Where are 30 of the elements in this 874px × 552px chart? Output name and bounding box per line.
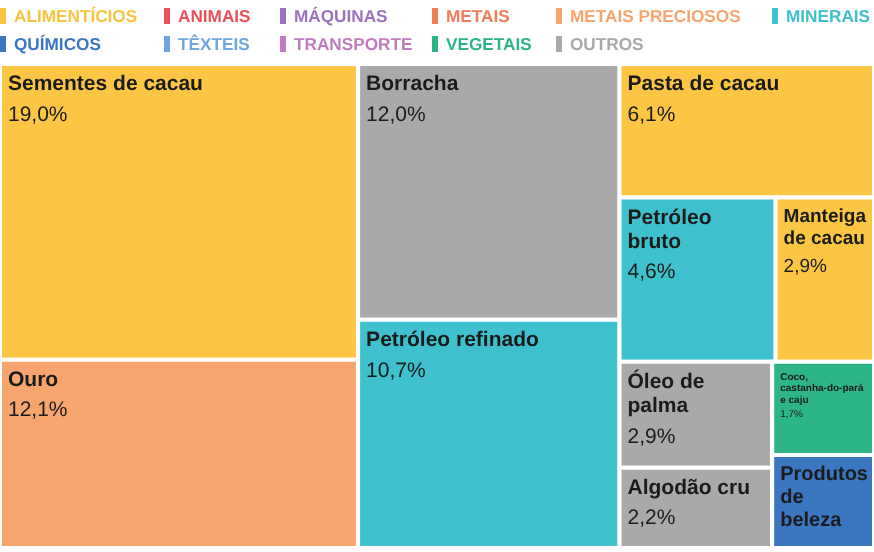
legend-label: QUÍMICOS xyxy=(14,34,101,54)
legend-label: VEGETAIS xyxy=(446,34,532,54)
data-label: 12,0% xyxy=(366,102,426,127)
data-label: 2,9% xyxy=(783,255,829,278)
legend-label: OUTROS xyxy=(570,34,644,54)
legend-label: METAIS PRECIOSOS xyxy=(570,6,741,26)
legend-label: METAIS xyxy=(446,6,510,26)
legend-label: MINERAIS xyxy=(786,6,871,26)
category-label: Algodão cru xyxy=(627,475,751,500)
category-label: Petróleo bruto xyxy=(627,205,712,255)
category-label: Óleo de palma xyxy=(627,368,705,419)
legend-label: ALIMENTÍCIOS xyxy=(14,6,138,26)
legend-label: TRANSPORTE xyxy=(294,34,413,54)
data-label: 2,2% xyxy=(627,506,676,531)
legend-label: TÊXTEIS xyxy=(178,34,250,54)
category-label: Petróleo refinado xyxy=(366,328,539,353)
legend-label: MÁQUINAS xyxy=(294,6,388,26)
category-label: Sementes de cacau xyxy=(8,72,203,97)
data-label: 2,9% xyxy=(627,424,676,449)
category-label: Ouro xyxy=(8,367,59,392)
data-label: 12,1% xyxy=(8,398,68,423)
data-label: 6,1% xyxy=(627,102,676,127)
category-label: Produtos de beleza xyxy=(780,464,869,533)
legend-label: ANIMAIS xyxy=(178,6,251,26)
data-label: 19,0% xyxy=(8,102,68,127)
category-label: Pasta de cacau xyxy=(627,72,780,97)
category-label: Manteiga de cacau xyxy=(783,206,868,251)
category-label: Borracha xyxy=(366,72,459,97)
data-label: 4,6% xyxy=(627,260,676,285)
data-label: 10,7% xyxy=(366,358,426,383)
